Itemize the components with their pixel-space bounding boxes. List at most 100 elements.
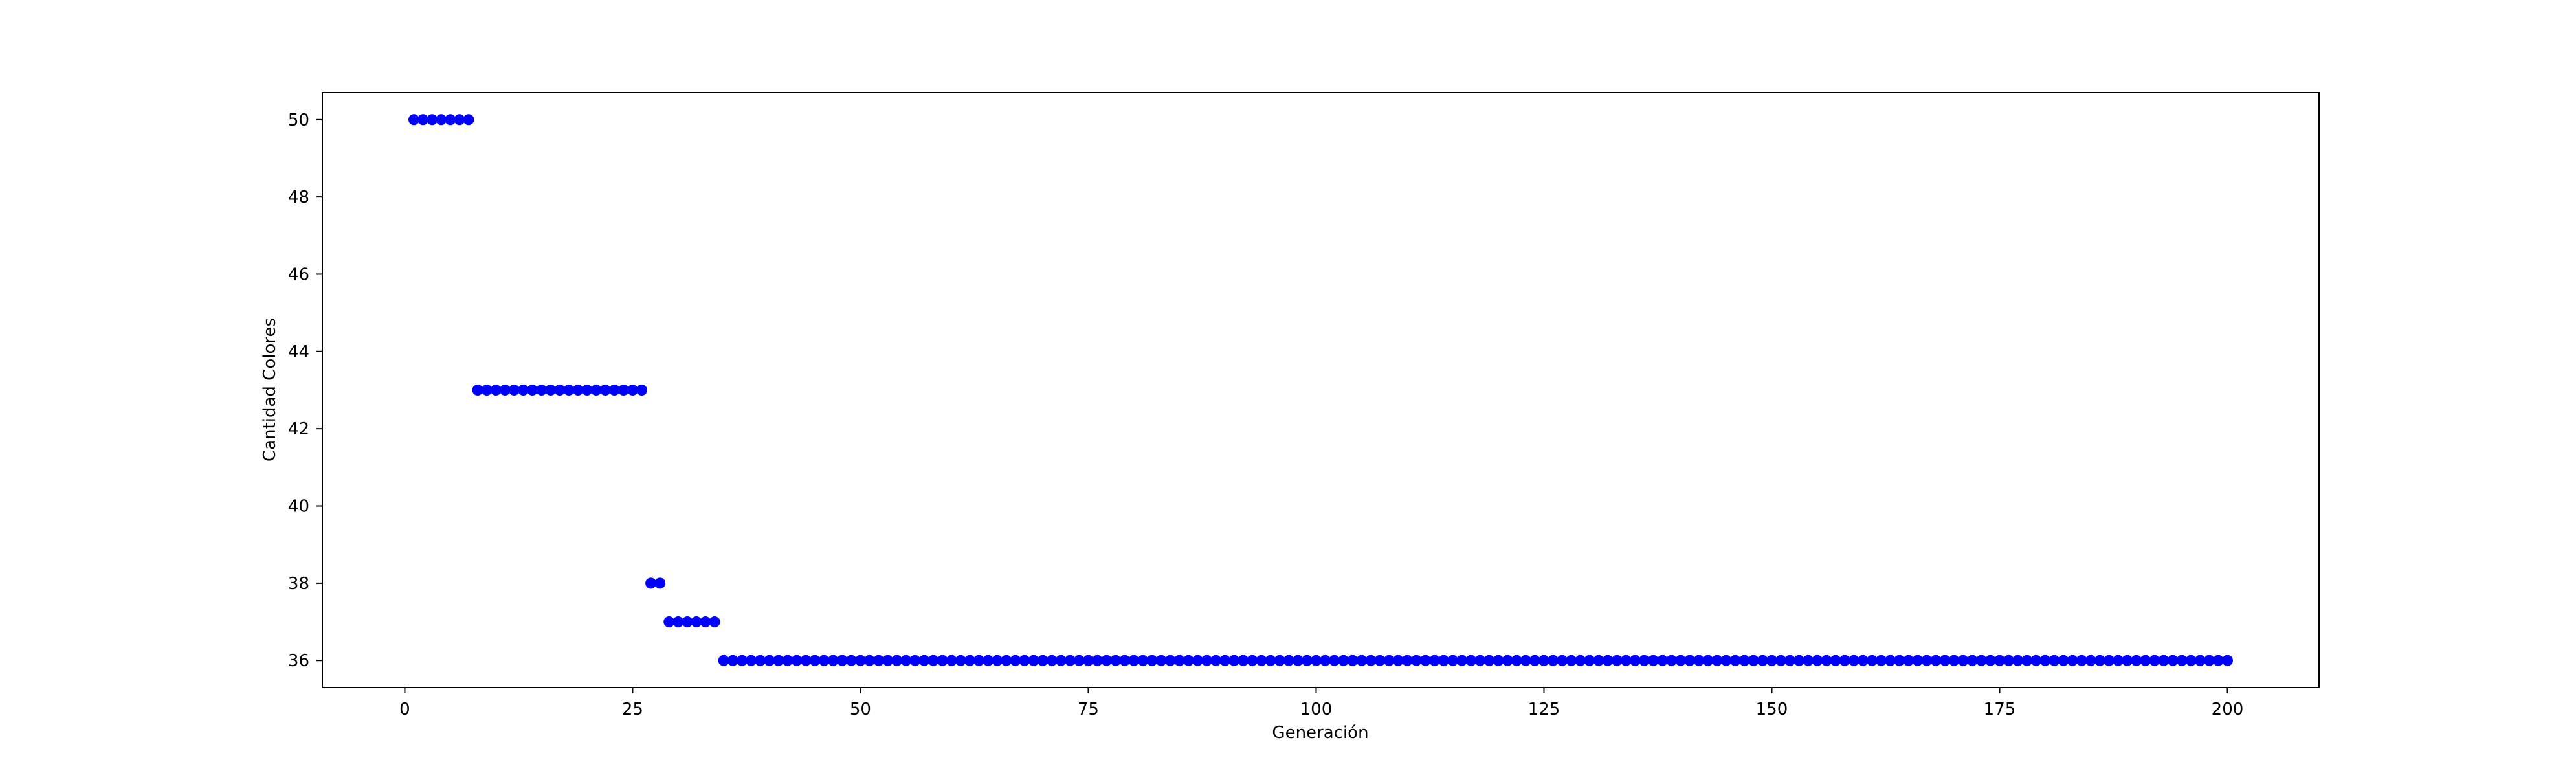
data-point	[1493, 655, 1504, 666]
data-point	[1948, 655, 1960, 666]
data-point	[527, 385, 539, 396]
data-point	[2113, 655, 2124, 666]
data-point	[1830, 655, 1841, 666]
data-point	[599, 385, 611, 396]
data-point	[481, 385, 493, 396]
data-point	[1894, 655, 1905, 666]
data-point	[700, 616, 711, 628]
data-point	[1119, 655, 1131, 666]
data-point	[1566, 655, 1577, 666]
data-point	[2203, 655, 2215, 666]
data-point	[1383, 655, 1395, 666]
data-point	[2212, 655, 2224, 666]
data-point	[1684, 655, 1696, 666]
x-tick-label: 125	[1528, 700, 1560, 719]
data-point	[1146, 655, 1158, 666]
data-point	[1374, 655, 1386, 666]
x-tick-label: 150	[1756, 700, 1788, 719]
data-point	[1192, 655, 1203, 666]
data-point	[1757, 655, 1768, 666]
data-point	[682, 616, 693, 628]
y-tick-label: 44	[288, 342, 309, 362]
data-point	[563, 385, 575, 396]
data-point	[1966, 655, 1978, 666]
plot-frame	[322, 92, 2320, 688]
data-point	[1738, 655, 1750, 666]
data-point	[691, 616, 702, 628]
data-point	[1875, 655, 1887, 666]
data-point	[1347, 655, 1359, 666]
data-point	[2030, 655, 2042, 666]
data-point	[1474, 655, 1486, 666]
data-point	[1702, 655, 1714, 666]
data-point	[2012, 655, 2024, 666]
data-point	[900, 655, 912, 666]
data-point	[536, 385, 548, 396]
x-tick-label: 75	[1078, 700, 1099, 719]
data-point	[1010, 655, 1021, 666]
data-point	[1993, 655, 2005, 666]
x-axis-ticks: 0 25 50 75 100 125 150 175 200	[399, 688, 2243, 719]
data-point	[1984, 655, 1996, 666]
data-point	[554, 385, 566, 396]
data-point	[1256, 655, 1267, 666]
x-tick-label: 200	[2212, 700, 2244, 719]
data-point	[454, 114, 465, 126]
data-point	[1666, 655, 1678, 666]
data-point	[1155, 655, 1167, 666]
data-point	[1219, 655, 1231, 666]
data-point	[2158, 655, 2170, 666]
data-point	[745, 655, 757, 666]
data-point	[845, 655, 857, 666]
data-point	[608, 385, 620, 396]
data-point	[1283, 655, 1294, 666]
data-point	[636, 385, 648, 396]
data-point	[1392, 655, 1404, 666]
data-point	[1320, 655, 1331, 666]
data-point	[1748, 655, 1759, 666]
data-point	[2122, 655, 2133, 666]
data-point	[800, 655, 812, 666]
data-point	[1265, 655, 1276, 666]
data-point	[1711, 655, 1723, 666]
data-point	[882, 655, 894, 666]
x-tick-label: 175	[1984, 700, 2016, 719]
data-point	[2176, 655, 2188, 666]
data-point	[1857, 655, 1869, 666]
data-point	[1483, 655, 1495, 666]
data-point	[1247, 655, 1258, 666]
y-tick-label: 36	[288, 651, 309, 671]
data-point	[955, 655, 966, 666]
data-point	[1401, 655, 1413, 666]
data-point	[782, 655, 794, 666]
data-point	[709, 616, 720, 628]
data-point	[718, 655, 729, 666]
data-point	[2149, 655, 2160, 666]
data-point	[1647, 655, 1659, 666]
data-point	[2076, 655, 2087, 666]
data-point	[2140, 655, 2151, 666]
data-point	[1447, 655, 1459, 666]
data-point	[1438, 655, 1450, 666]
data-point	[1274, 655, 1285, 666]
data-point	[2103, 655, 2115, 666]
data-point	[891, 655, 903, 666]
data-point	[2049, 655, 2060, 666]
data-point	[1101, 655, 1113, 666]
data-point	[654, 577, 666, 589]
data-point	[773, 655, 784, 666]
data-point	[1164, 655, 1176, 666]
data-point	[1292, 655, 1304, 666]
data-point	[1629, 655, 1641, 666]
data-point	[1365, 655, 1377, 666]
data-point	[1620, 655, 1632, 666]
data-point	[472, 385, 483, 396]
x-tick-label: 25	[622, 700, 643, 719]
data-point	[1128, 655, 1140, 666]
data-point	[1310, 655, 1322, 666]
data-point	[1821, 655, 1832, 666]
data-point	[1812, 655, 1823, 666]
data-point	[1939, 655, 1951, 666]
data-point	[572, 385, 584, 396]
